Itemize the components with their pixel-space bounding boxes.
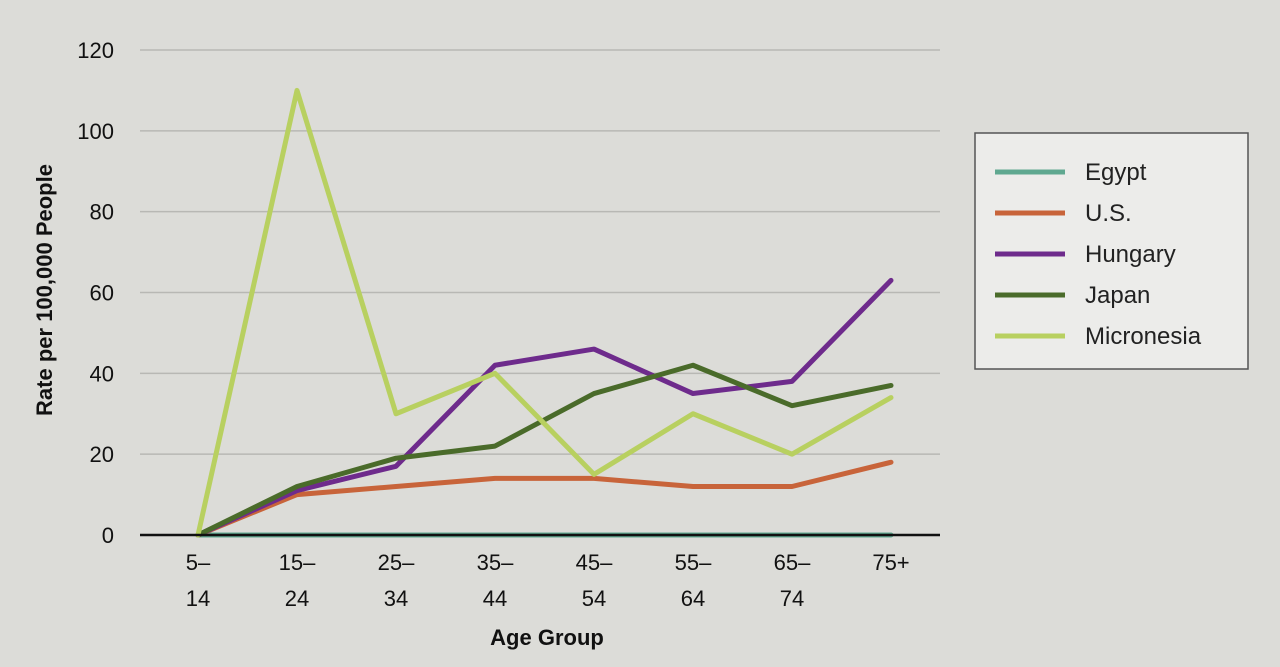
y-tick-label: 20 [90, 442, 114, 467]
y-tick-label: 100 [77, 119, 114, 144]
x-tick-label-line2: 74 [780, 586, 804, 611]
y-tick-label: 80 [90, 200, 114, 225]
x-tick-label: 75+ [872, 550, 909, 575]
x-tick-label: 45– [576, 550, 613, 575]
x-tick-label-line2: 34 [384, 586, 408, 611]
legend: Egypt U.S. Hungary Japan Micronesia [974, 132, 1249, 370]
series-line-japan [195, 362, 894, 538]
x-tick-label-line2: 14 [186, 586, 210, 611]
x-tick-label: 55– [675, 550, 712, 575]
x-tick-label: 65– [774, 550, 811, 575]
x-axis-title: Age Group [490, 625, 604, 650]
y-tick-label: 40 [90, 361, 114, 386]
y-tick-label: 0 [102, 523, 114, 548]
y-tick-label: 120 [77, 38, 114, 63]
x-tick-label-line2: 44 [483, 586, 507, 611]
y-tick-label: 60 [90, 281, 114, 306]
series-lines [195, 87, 894, 538]
x-axis-ticks: 5– 14 15– 24 25– 34 35– 44 45– 54 55– 64 65– 74 75+ [186, 550, 910, 611]
x-tick-label-line2: 24 [285, 586, 309, 611]
gridlines [140, 49, 940, 455]
x-tick-label-line2: 64 [681, 586, 705, 611]
x-tick-label: 5– [186, 550, 211, 575]
x-tick-label: 25– [378, 550, 415, 575]
legend-label-hungary: Hungary [1085, 241, 1176, 268]
x-tick-label: 15– [279, 550, 316, 575]
legend-label-u-s: U.S. [1085, 200, 1132, 227]
series-line-hungary [195, 277, 894, 538]
y-axis-title: Rate per 100,000 People [32, 164, 57, 416]
y-axis-ticks: 0 20 40 60 80 100 120 [77, 38, 114, 548]
legend-label-japan: Japan [1085, 282, 1150, 309]
legend-label-egypt: Egypt [1085, 159, 1147, 186]
series-line-u-s [195, 459, 894, 538]
x-tick-label-line2: 54 [582, 586, 606, 611]
series-line-micronesia [195, 87, 894, 538]
x-tick-label: 35– [477, 550, 514, 575]
legend-label-micronesia: Micronesia [1085, 323, 1202, 350]
